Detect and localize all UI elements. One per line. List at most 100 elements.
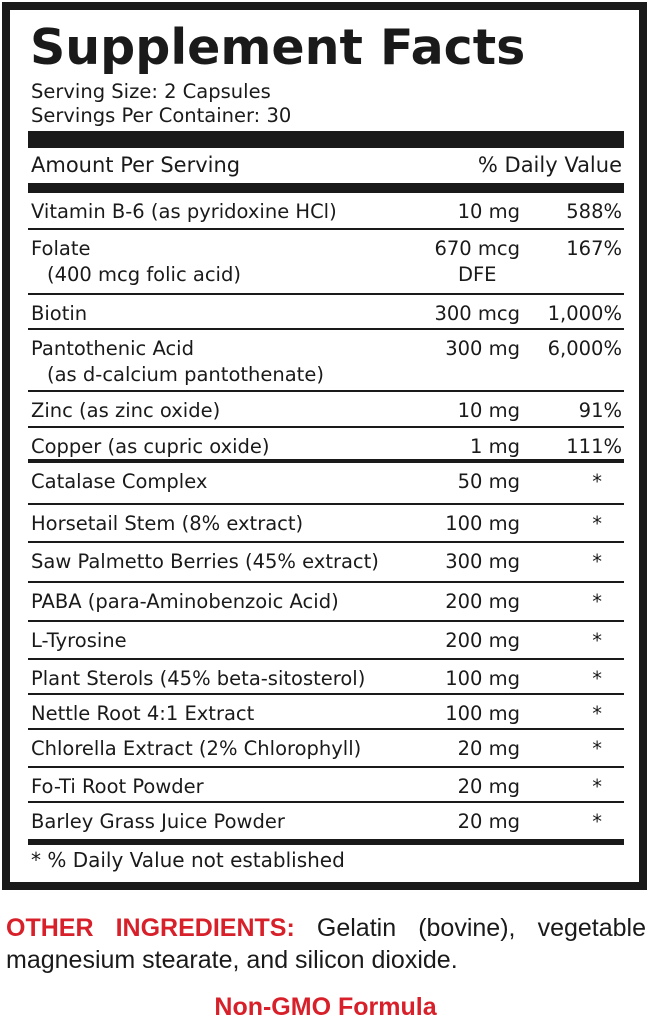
other-ingredients: OTHER INGREDIENTS: Gelatin (bovine), veg… xyxy=(6,912,646,976)
ingredient-name-line: Biotin xyxy=(31,302,88,325)
ingredient-name: Vitamin B-6 (as pyridoxine HCl) xyxy=(31,199,337,225)
daily-value: * xyxy=(592,512,602,535)
ingredient-amount: 100 mg xyxy=(445,511,520,537)
ingredient-amount: 10 mg xyxy=(458,398,520,424)
ingredient-name-line: Pantothenic Acid xyxy=(31,337,194,360)
ingredient-amount: 20 mg xyxy=(458,736,520,762)
ingredient-source: (as d-calcium pantothenate) xyxy=(47,363,324,386)
amount-unit-note: DFE xyxy=(457,263,497,286)
ingredient-name: Plant Sterols (45% beta-sitosterol) xyxy=(31,666,365,692)
amount-value: 300 mcg xyxy=(434,302,520,325)
ingredient-name: Horsetail Stem (8% extract) xyxy=(31,511,303,537)
amount-value: 1 mg xyxy=(470,435,520,458)
amount-value: 300 mg xyxy=(445,550,520,573)
table-row: Barley Grass Juice Powder 20 mg * xyxy=(28,803,624,838)
daily-value: * xyxy=(592,775,602,798)
amount-value: 100 mg xyxy=(445,702,520,725)
ingredient-name-line: L-Tyrosine xyxy=(31,629,127,652)
amount-value: 100 mg xyxy=(445,667,520,690)
thick-divider xyxy=(28,183,624,193)
ingredient-name: Copper (as cupric oxide) xyxy=(31,434,270,460)
daily-value: * xyxy=(592,590,602,613)
daily-value: 111% xyxy=(566,435,622,458)
ingredient-name: PABA (para-Aminobenzoic Acid) xyxy=(31,589,339,615)
ingredient-amount: 300 mcg xyxy=(434,301,520,327)
ingredient-name: Chlorella Extract (2% Chlorophyll) xyxy=(31,736,361,762)
table-row: Plant Sterols (45% beta-sitosterol) 100 m… xyxy=(28,660,624,695)
ingredient-amount: 200 mg xyxy=(445,589,520,615)
table-row: Vitamin B-6 (as pyridoxine HCl) 10 mg 588% xyxy=(28,193,624,230)
ingredient-name-line: Vitamin B-6 (as pyridoxine HCl) xyxy=(31,200,337,223)
ingredient-name-line: Plant Sterols (45% beta-sitosterol) xyxy=(31,667,366,690)
ingredient-amount: 20 mg xyxy=(458,809,520,835)
amount-value: 20 mg xyxy=(457,737,520,760)
ingredient-name-line: Folate xyxy=(31,237,91,260)
ingredient-name-line: Copper (as cupric oxide) xyxy=(31,435,270,458)
other-ingredients-label: OTHER INGREDIENTS: xyxy=(6,914,295,942)
amount-value: 20 mg xyxy=(457,775,520,798)
ingredient-amount: 200 mg xyxy=(445,628,520,654)
non-gmo-badge: Non-GMO Formula xyxy=(214,993,437,1021)
ingredient-name: Saw Palmetto Berries (45% extract) xyxy=(31,549,379,575)
table-row: Horsetail Stem (8% extract) 100 mg * xyxy=(28,505,624,543)
ingredient-amount: 1 mg xyxy=(470,434,520,460)
ingredient-name: Folate (400 mcg folic acid) xyxy=(31,236,241,288)
ingredient-name: Zinc (as zinc oxide) xyxy=(31,398,220,424)
ingredient-source: (400 mcg folic acid) xyxy=(47,263,241,286)
ingredient-name: Biotin xyxy=(31,301,87,327)
table-row: L-Tyrosine 200 mg * xyxy=(28,622,624,660)
servings-per-container: Servings Per Container: 30 xyxy=(31,104,292,127)
panel-title: Supplement Facts xyxy=(30,19,526,76)
ingredient-amount: 300 mg xyxy=(445,549,520,575)
table-row: Copper (as cupric oxide) 1 mg 111% xyxy=(28,428,624,463)
daily-value: * xyxy=(592,702,602,725)
ingredient-name: L-Tyrosine xyxy=(31,628,127,654)
ingredient-name-line: Fo-Ti Root Powder xyxy=(31,775,204,798)
daily-value: * xyxy=(592,550,602,573)
amount-value: 200 mg xyxy=(445,629,520,652)
ingredient-name-line: Zinc (as zinc oxide) xyxy=(31,399,221,422)
header-dv: % Daily Value xyxy=(477,153,622,177)
daily-value: * xyxy=(592,667,602,690)
table-row: Saw Palmetto Berries (45% extract) 300 mg… xyxy=(28,543,624,583)
amount-value: 300 mg xyxy=(445,337,520,360)
ingredient-name-line: PABA (para-Aminobenzoic Acid) xyxy=(31,590,339,613)
daily-value: 167% xyxy=(566,237,622,260)
ingredient-amount: 50 mg xyxy=(458,469,520,495)
ingredient-name: Pantothenic Acid (as d-calcium pantothena… xyxy=(31,336,324,388)
table-row: Zinc (as zinc oxide) 10 mg 91% xyxy=(28,392,624,428)
ingredient-amount: 100 mg xyxy=(445,701,520,727)
table-row: Folate (400 mcg folic acid) 670 mcg DFE 167% xyxy=(28,230,624,295)
table-row: PABA (para-Aminobenzoic Acid) 200 mg * xyxy=(28,583,624,622)
ingredient-name: Barley Grass Juice Powder xyxy=(31,809,285,835)
ingredient-amount: 100 mg xyxy=(445,666,520,692)
daily-value: * xyxy=(592,470,602,493)
amount-value: 20 mg xyxy=(457,810,520,833)
daily-value: * xyxy=(592,737,602,760)
supplement-facts-panel: Supplement Facts Serving Size: 2 Capsule… xyxy=(2,2,647,890)
amount-value: 10 mg xyxy=(457,399,520,422)
table-row: Catalase Complex 50 mg * xyxy=(28,463,624,505)
ingredient-amount: 300 mg xyxy=(445,336,520,362)
table-row: Biotin 300 mcg 1,000% xyxy=(28,295,624,330)
ingredient-name-line: Nettle Root 4:1 Extract xyxy=(31,702,255,725)
column-header: Amount Per Serving % Daily Value xyxy=(31,150,622,180)
ingredient-name-line: Saw Palmetto Berries (45% extract) xyxy=(31,550,379,573)
ingredient-name-line: Catalase Complex xyxy=(31,470,208,493)
serving-size: Serving Size: 2 Capsules xyxy=(31,80,271,103)
thick-divider xyxy=(28,839,624,845)
amount-value: 100 mg xyxy=(445,512,520,535)
ingredient-name: Nettle Root 4:1 Extract xyxy=(31,701,254,727)
table-row: Chlorella Extract (2% Chlorophyll) 20 mg * xyxy=(28,730,624,768)
ingredient-amount: 670 mcg DFE xyxy=(434,236,520,288)
amount-value: 50 mg xyxy=(457,470,520,493)
footnote: * % Daily Value not established xyxy=(31,848,345,872)
nutrient-table: Vitamin B-6 (as pyridoxine HCl) 10 mg 588%… xyxy=(28,193,624,838)
amount-value: 10 mg xyxy=(457,200,520,223)
daily-value: 1,000% xyxy=(547,302,622,325)
table-row: Nettle Root 4:1 Extract 100 mg * xyxy=(28,695,624,730)
ingredient-name-line: Chlorella Extract (2% Chlorophyll) xyxy=(31,737,362,760)
ingredient-amount: 10 mg xyxy=(458,199,520,225)
other-ingredients-text: Gelatin (bovine), vegetable magnesium st… xyxy=(6,914,646,974)
ingredient-name-line: Barley Grass Juice Powder xyxy=(31,810,285,833)
